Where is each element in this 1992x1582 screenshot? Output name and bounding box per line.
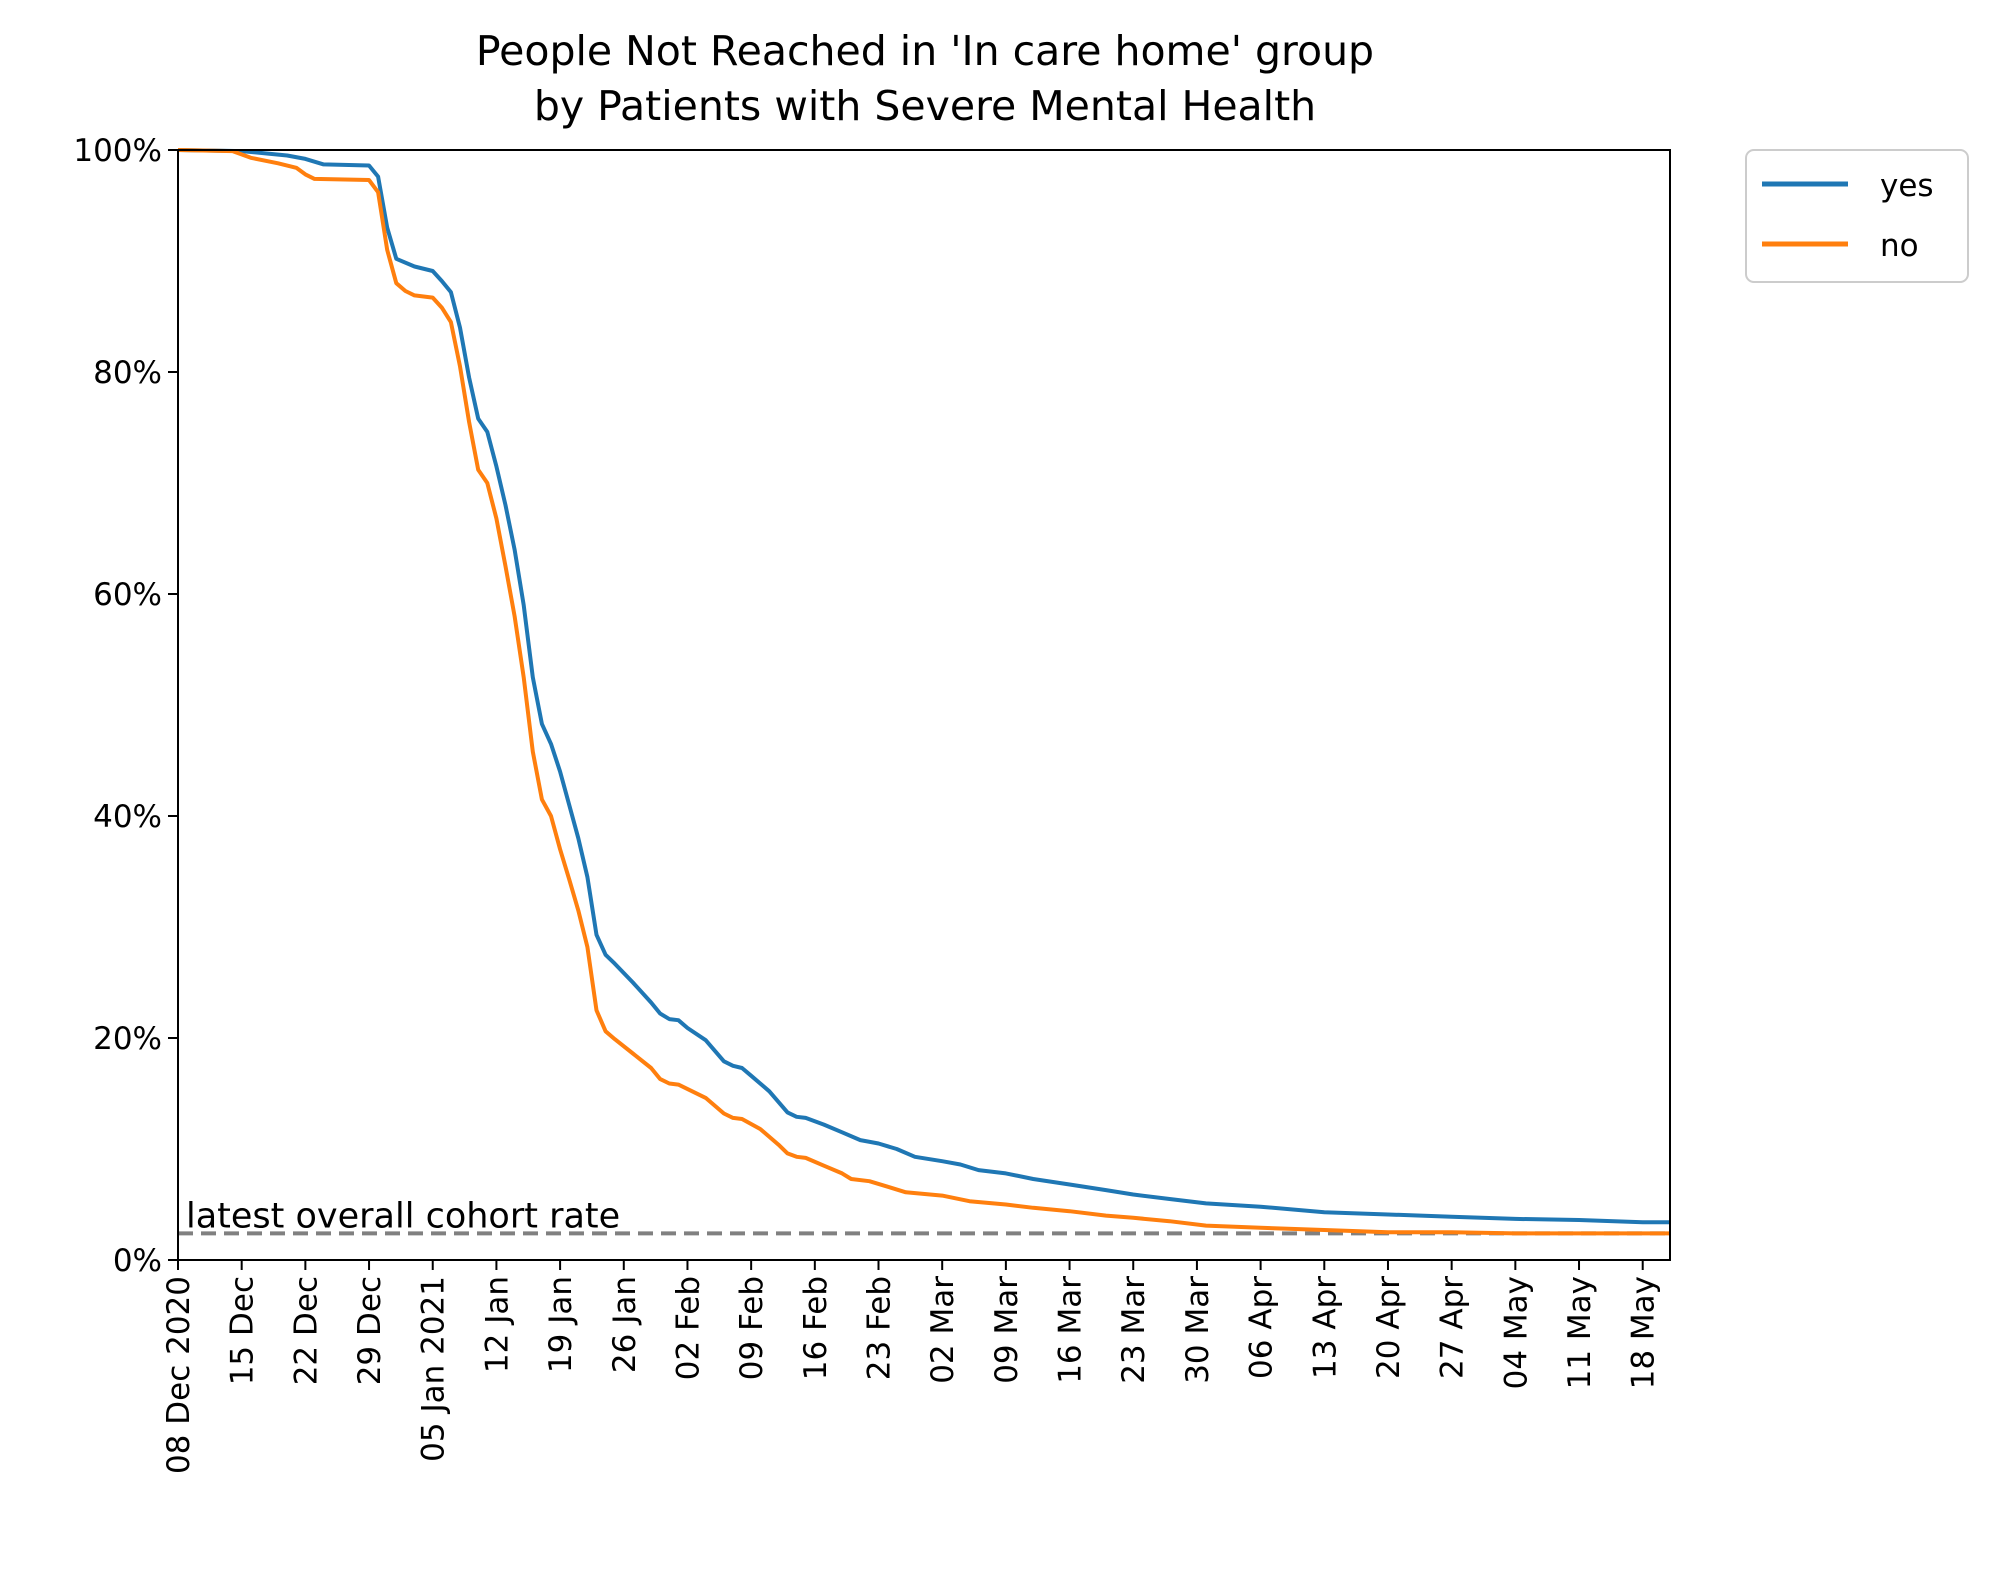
x-tick-label: 09 Feb xyxy=(734,1276,770,1380)
series-layer xyxy=(177,148,1670,1236)
x-tick-label: 05 Jan 2021 xyxy=(416,1276,452,1462)
x-tick-label: 04 May xyxy=(1498,1276,1534,1389)
x-tick-label: 22 Dec xyxy=(288,1276,324,1385)
x-tick-label: 13 Apr xyxy=(1307,1276,1343,1379)
plot-area xyxy=(177,149,1671,1261)
x-tick-label: 16 Mar xyxy=(1053,1276,1089,1384)
x-tick-label: 08 Dec 2020 xyxy=(161,1276,197,1474)
x-tick-label: 23 Feb xyxy=(862,1276,898,1380)
x-tick-label: 11 May xyxy=(1562,1276,1598,1389)
x-tick-label: 12 Jan xyxy=(479,1276,515,1373)
x-tick-label: 20 Apr xyxy=(1371,1276,1407,1379)
chart-title-line-2: by Patients with Severe Mental Health xyxy=(534,82,1316,130)
y-tick-label: 40% xyxy=(93,799,162,835)
reference-line-label: latest overall cohort rate xyxy=(186,1196,620,1236)
x-tick-label: 18 May xyxy=(1626,1276,1662,1389)
x-tick-label: 09 Mar xyxy=(989,1276,1025,1384)
x-tick-label: 23 Mar xyxy=(1116,1276,1152,1384)
x-tick-label: 06 Apr xyxy=(1244,1276,1280,1379)
x-tick-label: 15 Dec xyxy=(225,1276,261,1385)
x-tick-label: 02 Feb xyxy=(671,1276,707,1380)
x-tick-label: 26 Jan xyxy=(607,1276,643,1373)
y-tick-label: 60% xyxy=(93,577,162,613)
x-tick-label: 29 Dec xyxy=(352,1276,388,1385)
y-axis: 0% 20% 40% 60% 80% 100% xyxy=(73,133,178,1279)
legend-label-no: no xyxy=(1880,228,1919,264)
legend-label-yes: yes xyxy=(1880,168,1934,204)
x-axis: 08 Dec 2020 15 Dec 22 Dec 29 Dec 05 Jan 2021… xyxy=(161,1260,1662,1474)
series-line-no xyxy=(177,148,1670,1236)
x-tick-label: 02 Mar xyxy=(925,1276,961,1384)
legend: yes no xyxy=(1745,149,1969,283)
y-tick-label: 80% xyxy=(93,355,162,391)
x-tick-label: 16 Feb xyxy=(798,1276,834,1380)
x-tick-label: 30 Mar xyxy=(1180,1276,1216,1384)
legend-box xyxy=(1745,149,1969,283)
y-tick-label: 100% xyxy=(73,133,162,169)
y-tick-label: 0% xyxy=(113,1243,162,1279)
chart-title-line-1: People Not Reached in 'In care home' gro… xyxy=(476,27,1374,75)
x-tick-label: 19 Jan xyxy=(543,1276,579,1373)
y-tick-label: 20% xyxy=(93,1021,162,1057)
series-line-yes xyxy=(177,148,1670,1225)
x-tick-label: 27 Apr xyxy=(1435,1276,1471,1379)
